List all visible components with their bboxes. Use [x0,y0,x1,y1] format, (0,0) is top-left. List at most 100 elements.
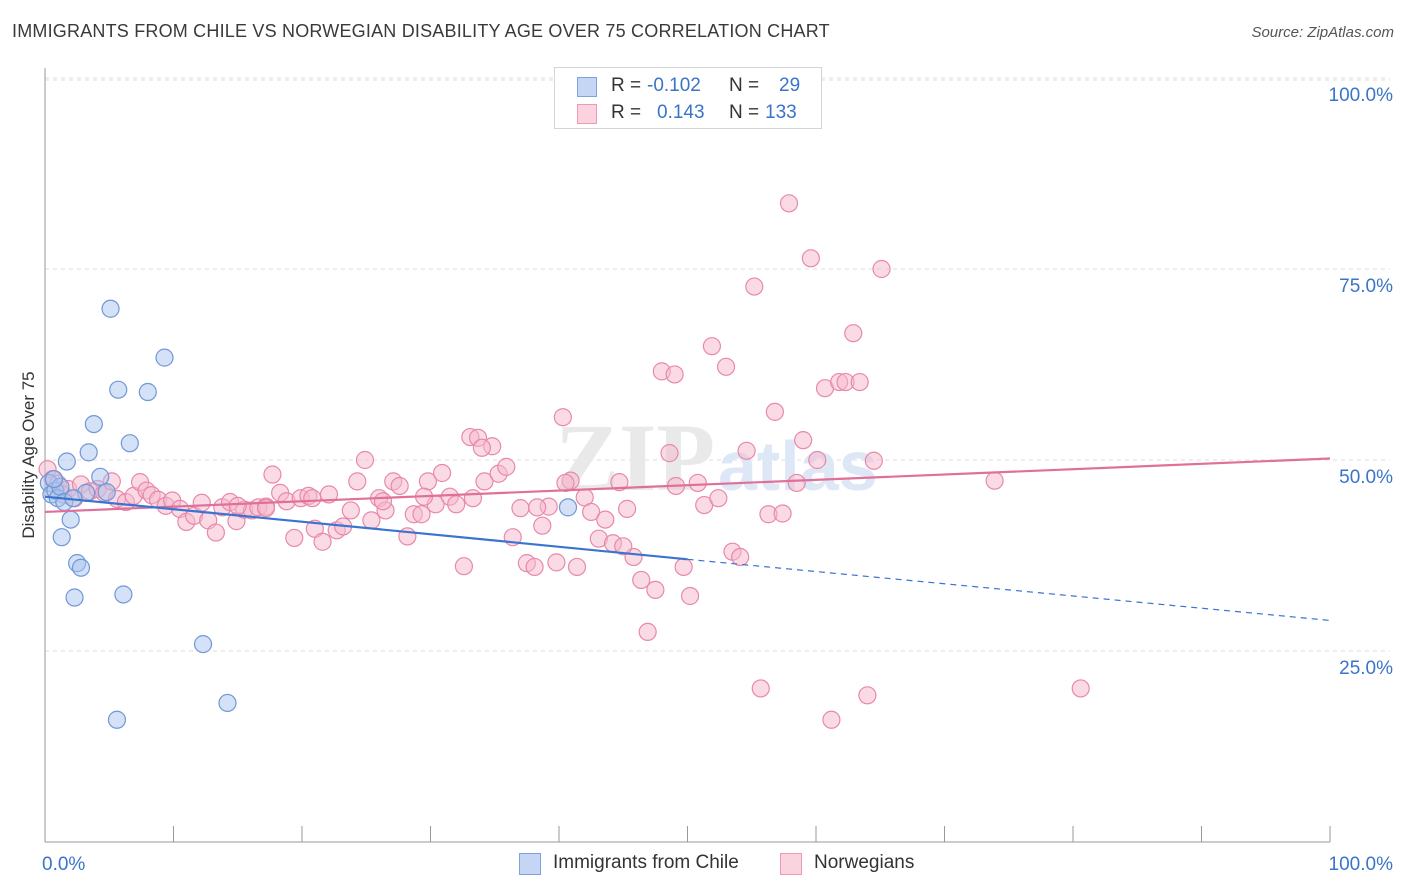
legend-n-value: 133 [765,102,797,123]
chile-point [155,348,174,367]
norwegian-point [525,557,544,577]
norwegian-point [390,476,409,496]
legend-n-value: 29 [779,75,801,96]
norwegian-point [864,451,883,470]
legend-swatch-norwegians [577,104,597,124]
legend-swatch-chile [577,77,597,97]
chile-trend-extension [687,558,1331,622]
legend-r-value: -0.102 [647,75,701,96]
norwegian-point [808,450,827,470]
chile-point [84,414,103,434]
chile-point [138,382,157,402]
norwegian-point [765,402,784,421]
norwegian-point [660,444,679,463]
norwegian-point [632,570,651,590]
norwegian-point [618,499,637,518]
norwegian-point [533,516,552,535]
source-label: Source: ZipAtlas.com [1251,24,1394,41]
norwegian-point [511,499,530,518]
y-tick-label: 25.0% [1339,658,1393,679]
norwegian-point [702,337,722,356]
norwegian-point [610,473,629,492]
norwegian-point [567,557,587,577]
norwegian-trend-line [44,457,1331,514]
chile-point [114,585,133,604]
chile-point [79,443,98,462]
norwegian-point [463,489,483,508]
legend-r-label: R = [611,102,642,123]
y-tick-label: 50.0% [1339,467,1393,488]
legend-r-value: 0.143 [657,102,705,123]
norwegian-point [528,498,547,517]
norwegian-point [646,580,665,599]
norwegian-point [454,557,474,576]
norwegian-point [553,408,572,427]
norwegian-point [665,365,684,384]
norwegian-point [192,493,211,512]
norwegian-point [547,553,566,572]
chile-point [61,510,80,529]
norwegian-point [737,441,756,460]
norwegian-point [447,495,466,514]
norwegian-point [773,504,792,523]
chart-title: IMMIGRANTS FROM CHILE VS NORWEGIAN DISAB… [12,21,830,41]
norwegian-point [596,510,615,529]
chile-trend-line [44,495,688,561]
norwegian-point [985,471,1004,490]
norwegian-point [348,472,367,491]
chile-point [57,452,76,471]
norwegian-point [373,492,393,511]
bottom-swatch-chile [519,853,541,875]
chile-point [71,558,91,577]
norwegian-point [313,532,332,551]
legend-n-label: N = [729,102,760,123]
chile-point [558,498,578,517]
norwegian-point [787,473,806,493]
norwegian-point [475,472,494,491]
norwegian-point [263,465,282,484]
norwegian-point [362,511,381,530]
norwegian-point [556,473,575,493]
norwegian-point [285,528,304,548]
norwegian-point [688,473,707,493]
y-tick-label: 100.0% [1329,85,1394,106]
chile-point [101,299,120,318]
norwegian-point [745,277,764,296]
axis-layer [44,68,1331,843]
tick-label-layer: 25.0% 50.0% 75.0% 100.0% 0.0% 100.0% Disabilit… [19,85,1393,875]
norwegian-point [355,450,375,470]
bottom-swatch-norwegians [780,853,802,875]
norwegian-point [412,505,431,524]
norwegian-point [822,710,841,729]
norwegian-point [801,249,820,268]
norwegian-point [872,259,891,279]
norwegian-point [844,324,863,343]
norwegian-point [850,372,869,392]
norwegian-point [779,194,799,213]
chile-point [91,467,110,486]
chile-point [109,380,128,399]
norwegian-point [731,547,750,567]
norwegian-point [709,489,728,508]
norwegian-point [680,586,700,606]
chile-point [44,470,64,489]
correlation-legend: R = -0.102 N = 29 R = 0.143 N = 133 [554,67,822,129]
bottom-legend-chile-label: Immigrants from Chile [553,852,739,873]
legend-n-label: N = [729,75,760,96]
norwegian-point [614,537,633,556]
trend-layer [44,457,1331,622]
chile-point [193,635,213,654]
legend-r-label: R = [611,75,642,96]
x-tick-label: 0.0% [42,854,85,875]
y-axis-label: Disability Age Over 75 [19,371,38,538]
norwegian-point [206,523,226,542]
norwegian-point [716,357,736,376]
norwegian-point [341,501,360,520]
norwegian-point [582,502,601,522]
norwegian-point [858,686,877,705]
norwegian-point [1071,679,1090,698]
chile-point [107,710,127,729]
x-tick-label: 100.0% [1329,854,1394,875]
norwegian-point [228,496,247,515]
